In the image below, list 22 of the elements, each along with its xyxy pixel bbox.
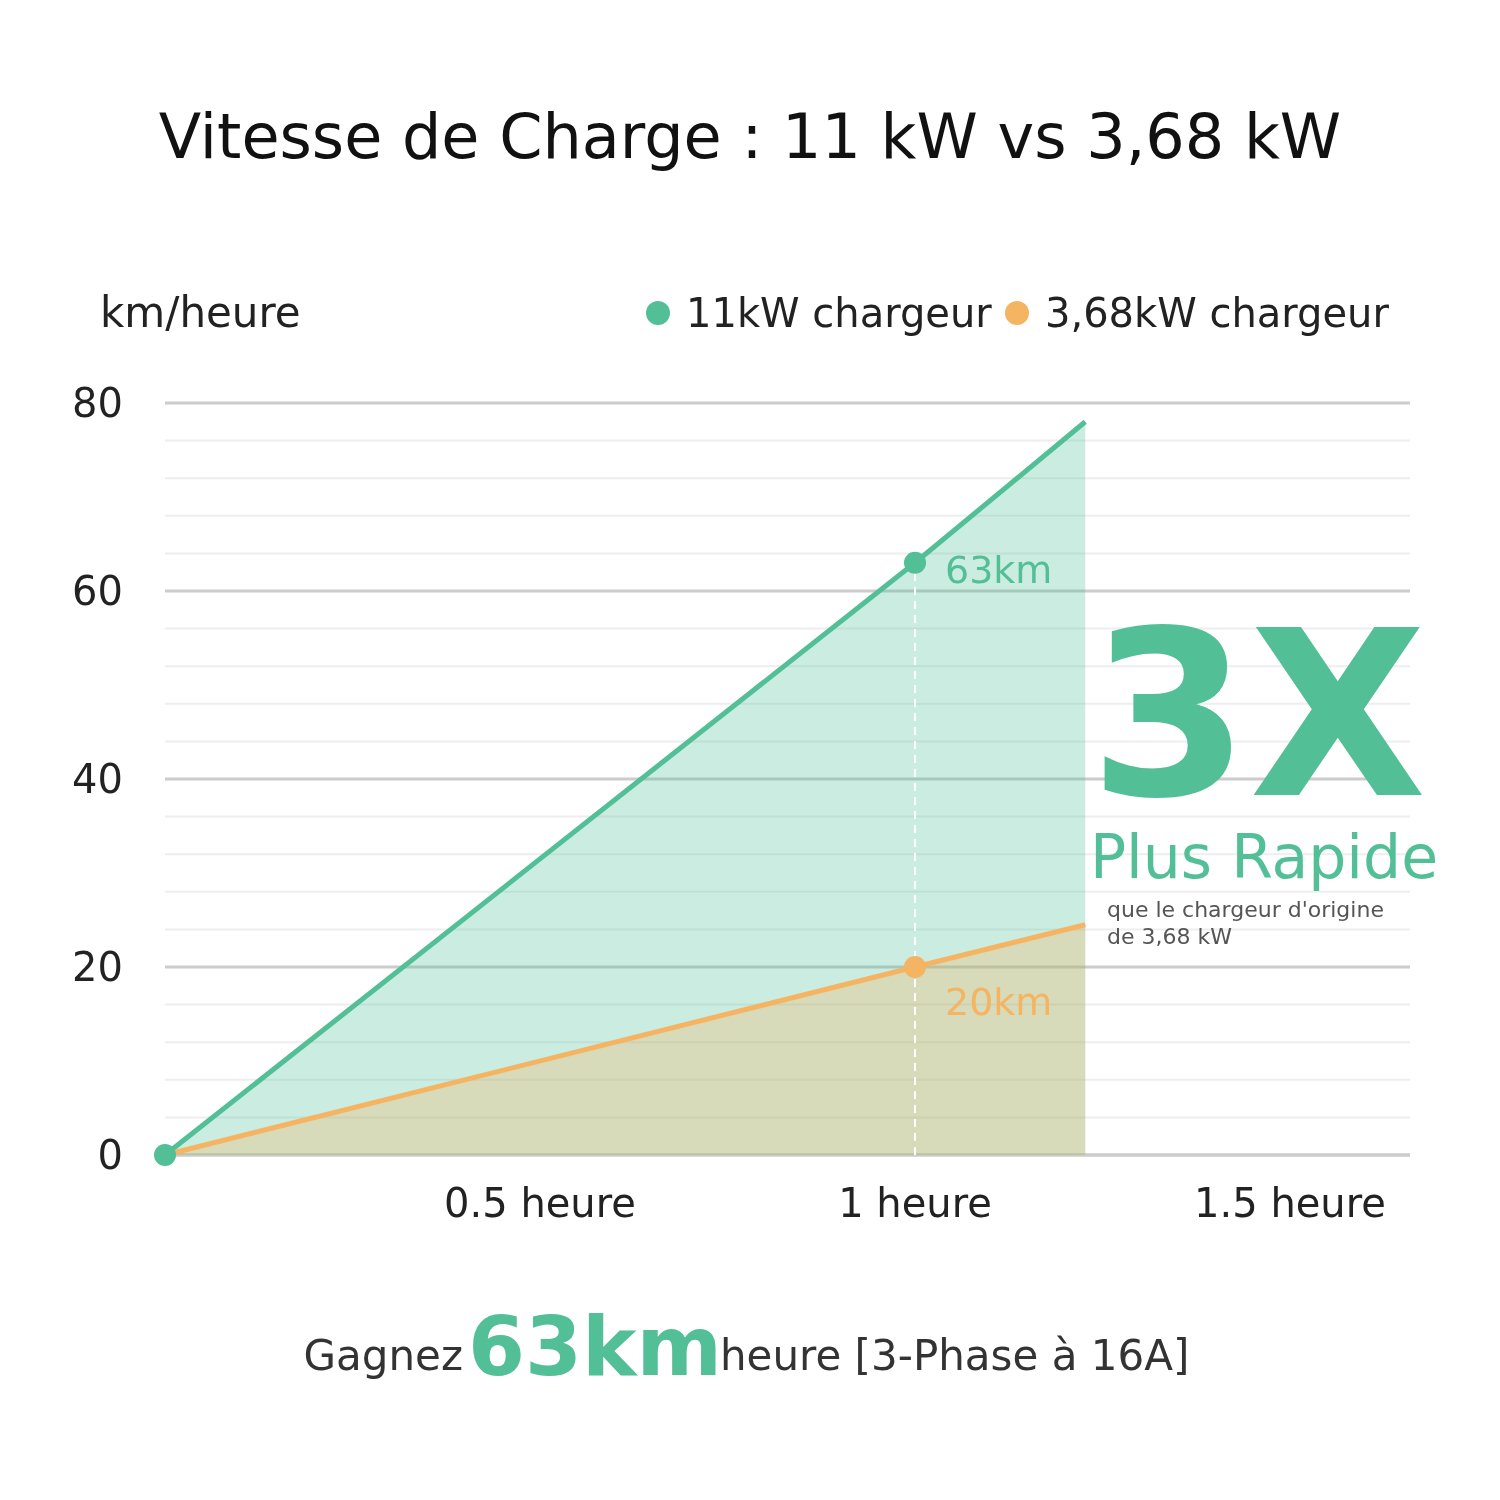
- x-tick-label: 0.5 heure: [444, 1180, 636, 1226]
- legend-label: 3,68kW chargeur: [1045, 290, 1390, 336]
- y-tick-label: 80: [72, 380, 123, 426]
- point: [904, 551, 926, 574]
- data-label: 63km: [945, 547, 1053, 592]
- legend-label: 11kW chargeur: [686, 290, 993, 336]
- chart-title: Vitesse de Charge : 11 kW vs 3,68 kW: [158, 100, 1342, 173]
- y-axis-title: km/heure: [100, 288, 301, 337]
- y-tick-label: 40: [72, 756, 123, 802]
- x-tick-label: 1 heure: [838, 1180, 992, 1226]
- point: [904, 956, 926, 978]
- text: heure [3-Phase à 16A]: [720, 1331, 1190, 1380]
- annotation: que le chargeur d'origine: [1107, 897, 1384, 922]
- point: [154, 1144, 176, 1166]
- x-tick-label: 1.5 heure: [1194, 1180, 1386, 1226]
- data-label: 20km: [945, 980, 1053, 1024]
- y-tick-label: 0: [97, 1132, 123, 1178]
- text: 63km: [467, 1299, 723, 1394]
- y-tick-label: 20: [72, 944, 123, 990]
- annotation: de 3,68 kW: [1107, 924, 1233, 949]
- y-tick-label: 60: [72, 568, 123, 614]
- text: Gagnez: [303, 1331, 463, 1380]
